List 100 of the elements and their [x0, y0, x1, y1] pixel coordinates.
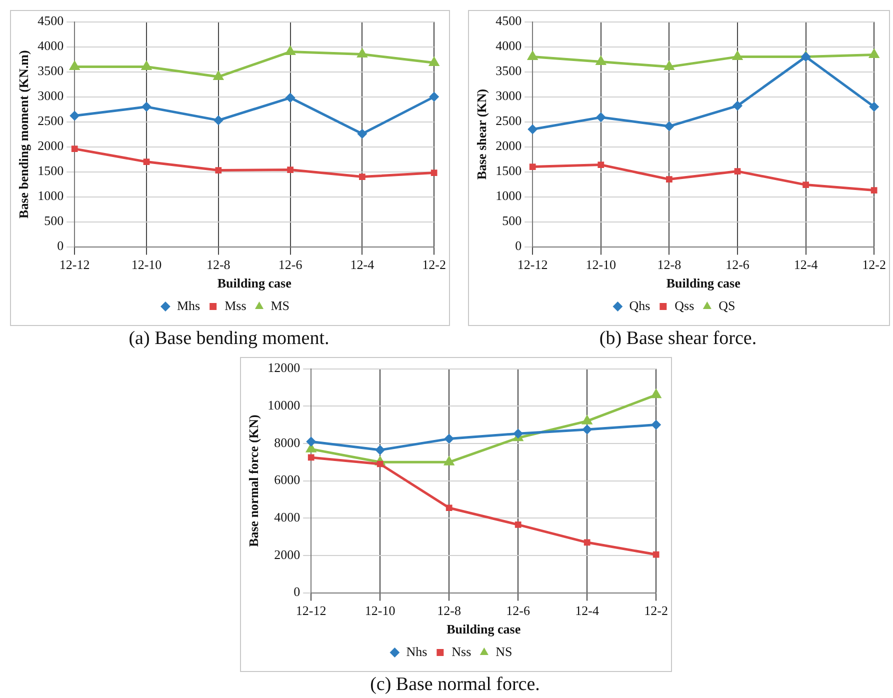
y-axis-title: Base shear (KN) [474, 88, 490, 180]
point [732, 50, 744, 60]
x-tick-label: 12-8 [657, 257, 682, 272]
point [140, 60, 152, 70]
point [359, 174, 366, 180]
point [664, 60, 675, 70]
point [870, 187, 878, 194]
point [70, 110, 80, 121]
legend-label: QS [718, 298, 736, 313]
point [215, 167, 222, 174]
point [526, 50, 538, 60]
x-tick-label: 12-4 [794, 257, 818, 272]
y-tick-label: 2000 [38, 138, 64, 154]
y-tick-label: 3500 [38, 63, 64, 78]
y-tick-label: 4000 [38, 38, 64, 54]
x-tick-label: 12-12 [296, 603, 326, 618]
point [356, 48, 368, 58]
y-axis-title: Base bending moment (KN.m) [16, 50, 32, 218]
point [306, 436, 316, 447]
legend-label: Qhs [629, 298, 650, 313]
y-tick-label: 2000 [496, 138, 522, 154]
legend-label: Nhs [406, 644, 428, 659]
point [444, 434, 454, 444]
point [652, 551, 660, 558]
y-tick-label: 1500 [38, 163, 64, 178]
y-tick-label: 2000 [274, 546, 300, 562]
point [596, 112, 606, 122]
y-tick-label: 2500 [38, 113, 64, 128]
legend-label: Mhs [176, 298, 200, 313]
y-tick-label: 4000 [274, 510, 300, 525]
x-axis-title: Building case [666, 276, 741, 291]
x-tick-label: 12-12 [517, 257, 548, 272]
y-tick-label: 0 [515, 238, 522, 254]
y-tick-label: 3000 [496, 88, 522, 104]
y-tick-label: 8000 [274, 434, 300, 450]
point [141, 102, 152, 112]
x-tick-label: 12-12 [59, 257, 90, 272]
y-tick-label: 2500 [496, 113, 522, 128]
point [802, 182, 809, 188]
point [581, 414, 593, 424]
point [666, 176, 672, 182]
y-tick-label: 0 [294, 584, 300, 600]
point [595, 55, 607, 66]
legend-label: Nss [452, 644, 472, 659]
y-tick-label: 4500 [38, 13, 64, 28]
text: (c) Base normal force. [369, 674, 541, 696]
y-axis-title: Base normal force (KN) [246, 414, 262, 547]
x-tick-label: 12-2 [422, 257, 446, 272]
legend-label: NS [496, 644, 512, 659]
legend-label: Mss [224, 298, 246, 313]
x-axis-title: Building case [446, 622, 521, 637]
point [513, 428, 524, 439]
x-tick-label: 12-6 [278, 257, 303, 272]
y-tick-label: 1000 [496, 188, 522, 204]
y-tick-label: 1000 [38, 188, 64, 204]
x-tick-label: 12-6 [506, 603, 530, 618]
point [664, 121, 674, 132]
point [143, 158, 150, 165]
y-tick-label: 0 [57, 238, 64, 254]
point [514, 521, 522, 528]
y-tick-label: 3000 [38, 88, 64, 104]
x-tick-label: 12-4 [350, 257, 375, 272]
point [68, 60, 80, 70]
point [582, 424, 592, 434]
x-tick-label: 12-8 [437, 603, 462, 618]
point [443, 456, 455, 466]
y-tick-label: 6000 [274, 472, 300, 488]
point [287, 166, 294, 173]
y-tick-label: 1500 [496, 163, 522, 178]
text: (a) Base bending moment. [128, 328, 330, 350]
point [285, 92, 296, 103]
point [868, 48, 880, 58]
point [869, 102, 880, 112]
point [650, 388, 662, 398]
x-tick-label: 12-8 [206, 257, 230, 272]
point [732, 100, 742, 111]
point [428, 56, 440, 66]
y-tick-label: 500 [44, 213, 64, 228]
y-tick-label: 4500 [496, 13, 522, 28]
x-tick-label: 12-4 [575, 603, 600, 618]
x-tick-label: 12-10 [364, 603, 396, 618]
text: (b) Base shear force. [598, 328, 758, 350]
x-axis-title: Building case [217, 276, 292, 291]
point [71, 146, 78, 152]
legend-label: MS [270, 298, 290, 313]
point [429, 92, 440, 102]
x-tick-label: 12-10 [586, 257, 616, 272]
x-tick-label: 12-2 [862, 257, 886, 272]
x-tick-label: 12-10 [131, 257, 162, 272]
x-tick-label: 12-2 [644, 603, 668, 618]
y-tick-label: 4000 [496, 38, 522, 54]
y-tick-label: 12000 [268, 360, 300, 376]
point [375, 445, 386, 455]
point [284, 45, 296, 56]
point [357, 128, 368, 139]
point [446, 504, 452, 512]
point [598, 162, 604, 168]
point [430, 170, 438, 176]
y-tick-label: 10000 [268, 398, 300, 413]
point [213, 115, 224, 126]
